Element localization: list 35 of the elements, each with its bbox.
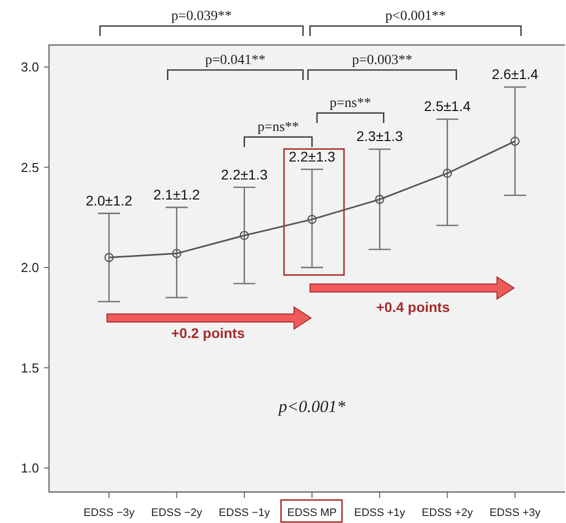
- point: [104, 252, 114, 262]
- x-tick-label: EDSS −2y: [151, 507, 203, 519]
- x-tick-label: EDSS MP: [287, 507, 337, 519]
- annotation: 2.0±1.2: [86, 192, 133, 208]
- text: p<0.001**: [385, 9, 446, 24]
- y-tick-label: 1.5: [20, 360, 39, 376]
- y-tick-label: 2.5: [20, 160, 39, 175]
- point: [510, 136, 520, 146]
- annotation: p=ns**: [330, 96, 372, 111]
- y-tick-label: 3.0: [20, 60, 39, 75]
- text: p=0.039**: [171, 9, 232, 24]
- point: [375, 194, 384, 204]
- annotation: 2.5±1.4: [424, 98, 471, 114]
- annotation: p=ns**: [257, 120, 299, 135]
- annotation: p=0.041**: [205, 53, 266, 68]
- x-tick-label: EDSS +1y: [354, 507, 406, 519]
- annotation: 2.6±1.4: [492, 66, 539, 82]
- point: [307, 214, 317, 224]
- x-tick-label: EDSS +2y: [422, 507, 474, 519]
- annotation: +0.4 points: [376, 299, 450, 315]
- annotation: 2.1±1.2: [153, 186, 200, 202]
- y-tick-label: 1.0: [20, 460, 39, 476]
- x-tick-label: EDSS −1y: [218, 507, 270, 519]
- point: [172, 248, 182, 258]
- annotation: p=0.003**: [352, 53, 412, 68]
- x-tick-label: EDSS −3y: [83, 507, 136, 519]
- y-tick-label: 2.0: [20, 260, 39, 276]
- annotation: 2.3±1.3: [356, 128, 404, 144]
- annotation: 2.2±1.3: [221, 166, 268, 182]
- annotation: 2.2±1.3: [288, 148, 336, 164]
- annotation: p<0.001*: [278, 397, 346, 416]
- point: [442, 168, 452, 178]
- point: [240, 230, 249, 240]
- x-tick-label: EDSS +3y: [489, 507, 542, 519]
- annotation: +0.2 points: [171, 325, 245, 341]
